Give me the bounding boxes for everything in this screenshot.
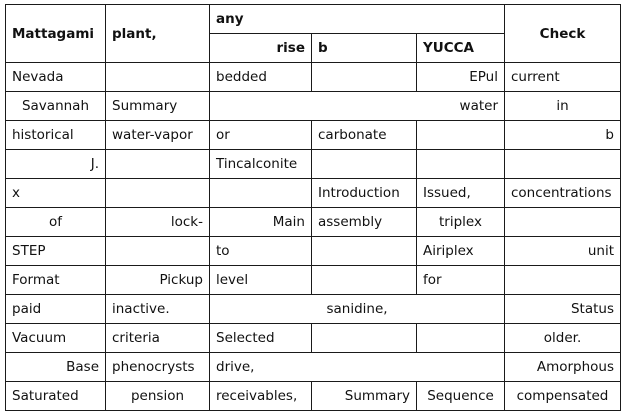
table-cell — [209, 178, 312, 208]
table-cell: Airiplex — [416, 236, 505, 266]
table-cell: lock- — [105, 207, 210, 237]
table-cell: historical — [5, 120, 106, 150]
table-row: Vacuum criteria Selected older. — [5, 323, 621, 353]
table-cell — [416, 120, 505, 150]
table-cell: drive, — [209, 352, 505, 382]
table-row: of lock- Main assembly triplex — [5, 207, 621, 237]
table-cell — [105, 149, 210, 179]
header-row-1: Mattagami plant, any Check — [5, 4, 621, 63]
header-cell-group-any: any — [209, 4, 505, 34]
table-cell: Pickup — [105, 265, 210, 295]
table-cell: Issued, — [416, 178, 505, 208]
table-cell: J. — [5, 149, 106, 179]
table-cell: concentrations — [504, 178, 621, 208]
table-cell: Introduction — [311, 178, 417, 208]
table-cell: of — [5, 207, 106, 237]
table-cell: carbonate — [311, 120, 417, 150]
table-cell: to — [209, 236, 312, 266]
table-cell: Selected — [209, 323, 312, 353]
table-cell: in — [504, 91, 621, 121]
table-cell — [504, 207, 621, 237]
table-cell: Sequence — [416, 381, 505, 411]
table-cell — [416, 323, 505, 353]
table-cell — [311, 236, 417, 266]
table-cell: assembly — [311, 207, 417, 237]
table-cell: Nevada — [5, 62, 106, 92]
table-row: Savannah Summary water in — [5, 91, 621, 121]
table-cell — [105, 178, 210, 208]
table-cell — [416, 149, 505, 179]
header-cell-check: Check — [504, 4, 621, 63]
table-cell — [311, 62, 417, 92]
data-table: Mattagami plant, any Check rise b YUCCA … — [5, 4, 621, 411]
table-cell: sanidine, — [209, 294, 505, 324]
table-cell: inactive. — [105, 294, 210, 324]
header-cell-mattagami: Mattagami — [5, 4, 106, 63]
table-cell — [311, 323, 417, 353]
table-cell — [105, 62, 210, 92]
table-cell: phenocrysts — [105, 352, 210, 382]
table-cell: criteria — [105, 323, 210, 353]
table-cell: Savannah — [5, 91, 106, 121]
table-cell — [105, 236, 210, 266]
table-cell: Tincalconite — [209, 149, 312, 179]
table-cell: x — [5, 178, 106, 208]
table-cell: for — [416, 265, 505, 295]
table-cell — [504, 265, 621, 295]
table-cell: Format — [5, 265, 106, 295]
table-row: Saturated pension receivables, Summary S… — [5, 381, 621, 411]
table-cell — [311, 265, 417, 295]
table-cell: water-vapor — [105, 120, 210, 150]
table-cell: bedded — [209, 62, 312, 92]
table-row: STEP to Airiplex unit — [5, 236, 621, 266]
table-cell — [504, 149, 621, 179]
table-row: paid inactive. sanidine, Status — [5, 294, 621, 324]
table-cell: b — [504, 120, 621, 150]
header-cell-b: b — [311, 33, 417, 63]
table-cell: Summary — [311, 381, 417, 411]
table-cell: Main — [209, 207, 312, 237]
table-cell: Amorphous — [504, 352, 621, 382]
table-cell: Vacuum — [5, 323, 106, 353]
table-cell: Saturated — [5, 381, 106, 411]
table-cell: level — [209, 265, 312, 295]
header-cell-rise: rise — [209, 33, 312, 63]
table-cell: triplex — [416, 207, 505, 237]
table-cell: paid — [5, 294, 106, 324]
header-row-2: rise b YUCCA — [6, 33, 621, 63]
table-cell: Summary — [105, 91, 210, 121]
table-row: x Introduction Issued, concentrations — [5, 178, 621, 208]
header-cell-plant: plant, — [105, 4, 210, 63]
table-cell: receivables, — [209, 381, 312, 411]
table-row: J. Tincalconite — [5, 149, 621, 179]
table-cell: EPul — [416, 62, 505, 92]
table-cell: Base — [5, 352, 106, 382]
table-cell: current — [504, 62, 621, 92]
table-row: Nevada bedded EPul current — [5, 62, 621, 92]
table-row: Base phenocrysts drive, Amorphous — [5, 352, 621, 382]
table-cell: or — [209, 120, 312, 150]
table-row: Format Pickup level for — [5, 265, 621, 295]
header-cell-yucca: YUCCA — [416, 33, 505, 63]
table-cell: STEP — [5, 236, 106, 266]
table-cell: pension — [105, 381, 210, 411]
table-cell: water — [209, 91, 505, 121]
table-cell: unit — [504, 236, 621, 266]
table-cell: older. — [504, 323, 621, 353]
table-cell — [311, 149, 417, 179]
table-cell: Status — [504, 294, 621, 324]
table-cell: compensated — [504, 381, 621, 411]
table-row: historical water-vapor or carbonate b — [5, 120, 621, 150]
